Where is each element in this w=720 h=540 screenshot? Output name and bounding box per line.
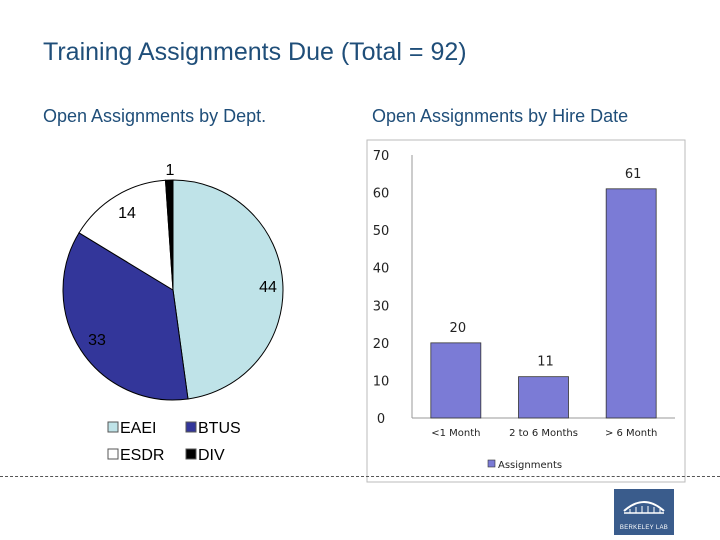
y-tick-label: 10 [373, 374, 390, 389]
pie-slice-eaei [172, 179, 284, 400]
x-tick-label: <1 Month [431, 428, 480, 439]
y-tick-label: 50 [373, 224, 390, 239]
dome-icon [623, 501, 665, 514]
bar-2 [605, 188, 657, 419]
y-tick-label: 20 [373, 337, 390, 352]
footer-divider [0, 476, 720, 477]
pie-label-eaei: 44 [259, 279, 277, 296]
y-tick-label: 60 [373, 187, 390, 202]
logo-text: BERKELEY LAB [619, 525, 669, 531]
pie-slice-esdr [78, 179, 174, 291]
pie-slice-div [164, 179, 174, 291]
legend-swatch-esdr [107, 448, 119, 460]
x-tick-label: > 6 Month [605, 428, 657, 439]
bar-legend-label: Assignments [498, 460, 562, 471]
berkeley-lab-logo: BERKELEY LAB [614, 489, 674, 535]
legend-swatch-div [185, 448, 197, 460]
pie-label-esdr: 14 [118, 205, 136, 222]
y-tick-label: 30 [373, 299, 390, 314]
pie-slice-btus [62, 232, 189, 401]
bar-chart-border [366, 139, 686, 483]
legend-label-div: DIV [198, 447, 225, 464]
x-tick-label: 2 to 6 Months [509, 428, 578, 439]
bar-1 [518, 376, 569, 419]
bar-data-label: 20 [450, 321, 467, 336]
y-tick-label: 0 [377, 412, 385, 427]
legend-label-btus: BTUS [198, 420, 241, 437]
legend-swatch-eaei [107, 421, 119, 433]
bar-legend-swatch [487, 459, 496, 468]
y-tick-label: 70 [373, 149, 390, 164]
legend-label-eaei: EAEI [120, 420, 156, 437]
pie-label-btus: 33 [88, 332, 106, 349]
legend-swatch-btus [185, 421, 197, 433]
pie-chart-title: Open Assignments by Dept. [43, 106, 267, 126]
pie-label-div: 1 [166, 162, 175, 179]
y-tick-label: 40 [373, 262, 390, 277]
legend-label-esdr: ESDR [120, 447, 164, 464]
bar-0 [430, 342, 482, 419]
page-title: Training Assignments Due (Total = 92) [43, 38, 467, 66]
bar-chart-title: Open Assignments by Hire Date [372, 106, 629, 126]
bar-data-label: 11 [537, 355, 554, 370]
bar-data-label: 61 [625, 167, 642, 182]
